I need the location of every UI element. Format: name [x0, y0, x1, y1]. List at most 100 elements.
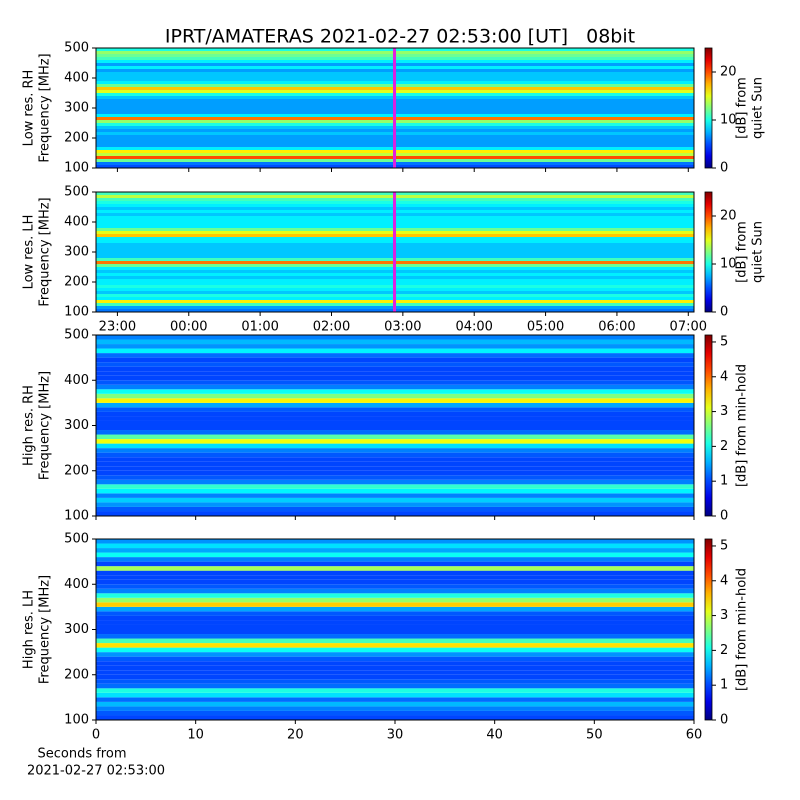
heat-row	[96, 380, 694, 385]
x-tick-label: 40	[486, 728, 503, 743]
heat-row	[96, 611, 694, 616]
heat-row	[96, 452, 694, 458]
colorbar-tick-label: 2	[720, 643, 728, 658]
heat-row	[96, 411, 694, 417]
colorbar-tick-label: 3	[720, 404, 728, 419]
colorbar-label: [dB] from	[735, 77, 750, 139]
heat-row	[96, 511, 694, 516]
heat-row	[96, 638, 694, 644]
y-tick-label: 100	[64, 713, 89, 728]
y-tick-label: 300	[64, 622, 89, 637]
x-tick-label: 30	[387, 728, 404, 743]
x-tick-label: 00:00	[170, 320, 207, 335]
y-tick-label: 300	[64, 101, 89, 116]
y-tick-label: 100	[64, 305, 89, 320]
colorbar-tick-label: 10	[720, 113, 737, 128]
heat-row	[96, 357, 694, 363]
heat-row	[96, 461, 694, 467]
heat-row	[96, 602, 694, 607]
colorbar-tick-label: 4	[720, 369, 728, 384]
heat-row	[96, 584, 694, 589]
heat-row	[96, 548, 694, 553]
colorbar-tick-label: 4	[720, 573, 728, 588]
y-tick-label: 500	[64, 532, 89, 547]
heat-row	[96, 475, 694, 480]
heat-row	[96, 679, 694, 684]
y-tick-label: 200	[64, 275, 89, 290]
heat-row	[96, 543, 694, 549]
heat-row	[96, 710, 694, 716]
y-tick-label: 400	[64, 577, 89, 592]
colorbar-tick-label: 1	[720, 678, 728, 693]
colorbar-tick-label: 1	[720, 474, 728, 489]
heat-row	[96, 466, 694, 471]
figure-title: IPRT/AMATERAS 2021-02-27 02:53:00 [UT] 0…	[165, 26, 635, 48]
y-tick-label: 200	[64, 667, 89, 682]
y-tick-label: 400	[64, 215, 89, 230]
x-tick-label: 60	[686, 728, 703, 743]
heat-row	[96, 398, 694, 403]
y-tick-label: 100	[64, 161, 89, 176]
y-tick-label: 300	[64, 245, 89, 260]
heat-row	[96, 362, 694, 367]
heat-row	[96, 643, 694, 648]
x-tick-label: 23:00	[99, 320, 136, 335]
heat-row	[96, 420, 694, 426]
heat-row	[96, 674, 694, 680]
x-tick-label: 04:00	[455, 320, 492, 335]
heat-row	[96, 647, 694, 653]
heat-row	[96, 348, 694, 354]
x-tick-label: 02:00	[313, 320, 350, 335]
y-tick-label: 400	[64, 373, 89, 388]
colorbar-tick-label: 0	[720, 713, 728, 728]
y-axis-label: High res. LH	[22, 590, 37, 669]
heat-row	[96, 661, 694, 666]
colorbar-tick-label: 3	[720, 608, 728, 623]
heat-row	[96, 389, 694, 394]
y-axis-label: High res. RH	[22, 385, 37, 466]
heat-row	[96, 652, 694, 657]
heat-row	[96, 434, 694, 440]
heat-row	[96, 384, 694, 390]
heat-row	[96, 597, 694, 603]
colorbar-tick-label: 20	[720, 209, 737, 224]
x-tick-label: 01:00	[241, 320, 278, 335]
heat-row	[96, 506, 694, 512]
heat-row	[96, 416, 694, 421]
heat-row	[96, 375, 694, 381]
heat-row	[96, 425, 694, 431]
heat-row	[96, 484, 694, 489]
heat-row	[96, 701, 694, 707]
colorbar-label: quiet Sun	[751, 221, 766, 283]
heat-row	[96, 457, 694, 462]
heat-row	[96, 488, 694, 494]
heat-row	[96, 715, 694, 720]
colorbar-tick-label: 5	[720, 334, 728, 349]
heat-row	[96, 443, 694, 449]
heat-row	[96, 579, 694, 585]
heat-row	[96, 493, 694, 498]
heat-row	[96, 430, 694, 435]
x-tick-label: 05:00	[527, 320, 564, 335]
heat-row	[96, 606, 694, 612]
heat-row	[96, 615, 694, 621]
heat-row	[96, 402, 694, 408]
heat-row	[96, 593, 694, 598]
x-tick-label: 50	[586, 728, 603, 743]
heat-row	[96, 575, 694, 580]
colorbar-tick-label: 0	[720, 161, 728, 176]
heat-row	[96, 566, 694, 571]
y-tick-label: 500	[64, 328, 89, 343]
colorbar-tick-label: 0	[720, 509, 728, 524]
x-tick-label: 06:00	[598, 320, 635, 335]
x-axis-label: 2021-02-27 02:53:00	[27, 764, 165, 779]
x-tick-label: 10	[187, 728, 204, 743]
y-tick-label: 200	[64, 463, 89, 478]
colorbar-label: [dB] from	[735, 221, 750, 283]
heat-row	[96, 439, 694, 444]
y-axis-label: Frequency [MHz]	[38, 575, 53, 684]
heat-row	[96, 624, 694, 630]
heat-row	[96, 683, 694, 689]
heat-row	[96, 448, 694, 453]
